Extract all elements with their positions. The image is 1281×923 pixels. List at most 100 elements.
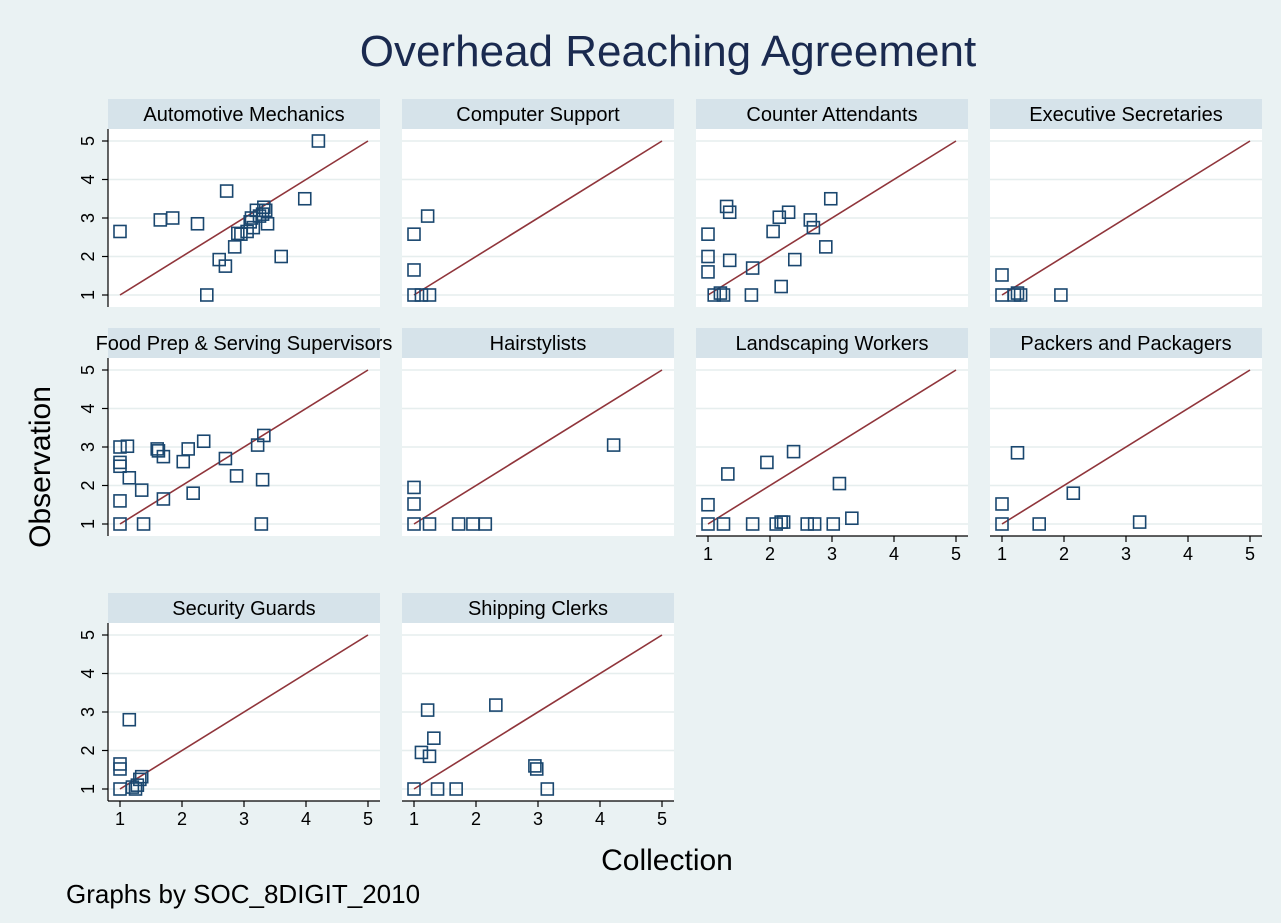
data-point [407, 227, 421, 241]
panel: Hairstylists [402, 328, 674, 536]
data-point [186, 486, 200, 501]
data-point [244, 211, 259, 225]
x-tick-label: 3 [1121, 544, 1131, 564]
chart-title: Overhead Reaching Agreement [360, 27, 976, 76]
data-point [451, 517, 466, 531]
data-point [781, 205, 796, 220]
data-point [721, 467, 735, 481]
panel: Security Guards 1 2 3 4 5 1 2 3 4 5 [78, 593, 380, 829]
x-tick-label: 1 [115, 809, 125, 829]
x-tick-label: 4 [595, 809, 605, 829]
data-point [257, 428, 271, 443]
data-point [134, 483, 149, 497]
data-point [257, 200, 271, 215]
x-tick-label: 5 [363, 809, 373, 829]
data-point [422, 749, 437, 764]
data-point [716, 288, 731, 302]
data-point [297, 191, 312, 206]
data-point [274, 249, 289, 264]
data-point [258, 203, 273, 218]
data-point [311, 134, 326, 148]
x-tick-label: 1 [703, 544, 713, 564]
y-tick-label: 1 [78, 290, 98, 300]
data-point [769, 517, 784, 531]
data-point [133, 772, 147, 787]
x-tick-label: 5 [1245, 544, 1255, 564]
panel-strip [990, 328, 1262, 358]
data-point [766, 224, 780, 239]
data-point [806, 220, 821, 235]
panel-strip [402, 593, 674, 623]
panel-strip [402, 328, 674, 358]
data-point [1054, 288, 1068, 302]
data-point [255, 207, 270, 221]
data-point [722, 253, 737, 268]
y-tick-label: 2 [78, 745, 98, 755]
data-point [181, 442, 195, 456]
data-point [113, 459, 127, 474]
data-point [1066, 486, 1081, 501]
y-tick-label: 3 [78, 213, 98, 223]
data-point [760, 455, 774, 470]
data-point [716, 517, 731, 531]
data-point [414, 288, 429, 302]
data-point [529, 762, 544, 776]
data-point [1010, 286, 1025, 300]
data-point [772, 210, 787, 225]
x-tick-label: 1 [409, 809, 419, 829]
reference-line [1001, 369, 1251, 525]
data-point [196, 434, 211, 449]
data-point [136, 517, 151, 531]
data-point [1032, 517, 1046, 531]
data-point [407, 263, 421, 277]
y-tick-label: 2 [78, 480, 98, 490]
panel-strip [696, 328, 968, 358]
data-point [125, 780, 140, 794]
data-point [156, 449, 171, 464]
data-point [807, 517, 822, 531]
data-point [190, 216, 205, 231]
data-point [254, 517, 269, 531]
panel-strip [990, 99, 1262, 129]
data-point [776, 515, 791, 529]
x-tick-label: 2 [1059, 544, 1069, 564]
data-point [1132, 515, 1147, 529]
data-point [745, 261, 760, 275]
panel: Packers and Packagers 1 2 3 4 5 [990, 328, 1262, 564]
x-tick-label: 3 [827, 544, 837, 564]
data-point [995, 497, 1009, 511]
data-point [218, 451, 233, 466]
reference-line [413, 634, 663, 790]
data-point [803, 213, 818, 227]
panel-title: Landscaping Workers [735, 333, 928, 355]
data-point [120, 439, 135, 454]
y-tick-label: 2 [78, 251, 98, 261]
data-point [427, 731, 441, 745]
x-tick-label: 3 [239, 809, 249, 829]
data-point [165, 211, 180, 225]
y-tick-label: 5 [78, 365, 98, 375]
x-tick-label: 2 [765, 544, 775, 564]
x-tick-label: 3 [533, 809, 543, 829]
data-point [489, 698, 503, 712]
panel-title: Executive Secretaries [1029, 104, 1222, 126]
y-tick-label: 5 [78, 136, 98, 146]
data-point [113, 224, 127, 239]
y-tick-label: 4 [78, 668, 98, 678]
y-tick-label: 1 [78, 784, 98, 794]
data-point [113, 494, 127, 508]
x-tick-label: 4 [1183, 544, 1193, 564]
data-point [422, 517, 437, 531]
y-axis-label: Observation [24, 386, 57, 548]
reference-line [413, 140, 663, 296]
data-point [1013, 288, 1028, 302]
panel-title: Counter Attendants [746, 104, 917, 126]
data-point [218, 259, 233, 273]
data-point [701, 497, 715, 512]
data-point [422, 288, 437, 302]
by-note: Graphs by SOC_8DIGIT_2010 [66, 879, 420, 909]
panel-title: Automotive Mechanics [143, 104, 344, 126]
y-tick-label: 5 [78, 630, 98, 640]
data-point [478, 517, 493, 531]
